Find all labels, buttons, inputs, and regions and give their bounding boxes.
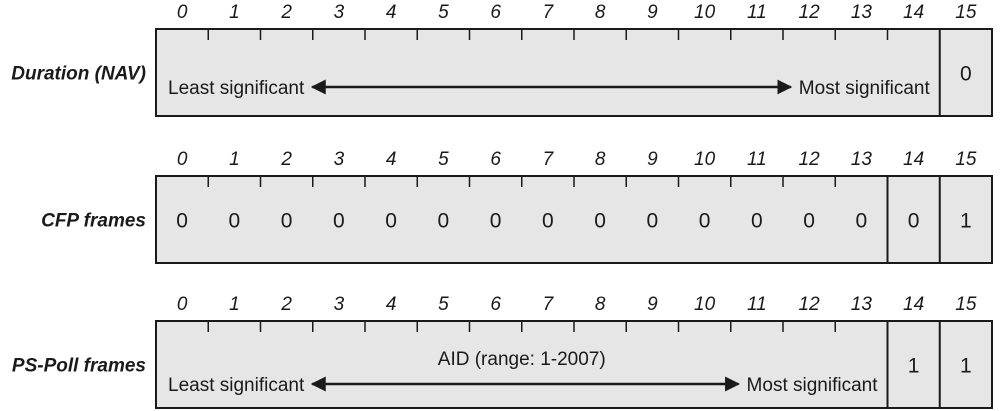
bit-position-label: 8: [595, 2, 606, 23]
bit-position-label: 6: [490, 149, 501, 170]
most-significant-label: Most significant: [747, 375, 879, 396]
bit-position-label: 12: [799, 294, 821, 315]
least-significant-label: Least significant: [168, 78, 305, 99]
bit-position-label: 7: [543, 294, 555, 315]
bit-position-label: 0: [177, 149, 188, 170]
least-significant-label: Least significant: [168, 375, 305, 396]
bit-position-label: 13: [851, 294, 873, 315]
bit-position-label: 13: [851, 2, 873, 23]
bit-position-label: 0: [177, 294, 188, 315]
bit-value: 0: [229, 210, 241, 233]
bit-position-label: 1: [229, 294, 240, 315]
bit-value: 1: [908, 355, 920, 378]
bit-value: 1: [960, 210, 972, 233]
bit-value: 0: [594, 210, 606, 233]
bit-position-label: 9: [647, 2, 658, 23]
bit-position-label: 10: [694, 2, 716, 23]
bit-value: 1: [960, 355, 972, 378]
bit-value: 0: [856, 210, 868, 233]
bit-position-label: 13: [851, 149, 873, 170]
bit-value: 0: [176, 210, 188, 233]
bit-value: 0: [385, 210, 397, 233]
bit-position-label: 14: [903, 149, 924, 170]
bit-position-label: 5: [438, 294, 449, 315]
most-significant-label: Most significant: [799, 78, 931, 99]
bit-position-label: 4: [386, 149, 397, 170]
bit-position-label: 9: [647, 294, 658, 315]
bit-position-label: 14: [903, 294, 924, 315]
bit-position-label: 3: [334, 294, 345, 315]
bit-position-label: 10: [694, 294, 716, 315]
bit-position-label: 9: [647, 149, 658, 170]
bit-value: 0: [281, 210, 293, 233]
bit-value: 0: [333, 210, 345, 233]
bit-position-label: 10: [694, 149, 716, 170]
row-label: PS-Poll frames: [12, 356, 146, 377]
bit-position-label: 1: [229, 2, 240, 23]
bit-position-label: 14: [903, 2, 924, 23]
bit-value: 0: [490, 210, 502, 233]
bit-position-label: 11: [747, 294, 767, 315]
bit-value: 0: [647, 210, 659, 233]
bit-value: 0: [908, 210, 920, 233]
bit-value: 0: [751, 210, 763, 233]
row-label: Duration (NAV): [11, 64, 146, 85]
bit-position-label: 8: [595, 149, 606, 170]
field-title: AID (range: 1-2007): [438, 349, 606, 370]
bit-value: 0: [542, 210, 554, 233]
field-box: [155, 28, 993, 117]
bit-position-label: 12: [799, 2, 821, 23]
bit-position-label: 7: [543, 2, 555, 23]
bit-value: 0: [960, 63, 972, 86]
bit-position-label: 15: [955, 149, 977, 170]
bit-position-label: 11: [747, 149, 767, 170]
bit-position-label: 3: [334, 149, 345, 170]
bit-position-label: 12: [799, 149, 821, 170]
row-label: CFP frames: [41, 211, 146, 232]
bit-position-label: 15: [955, 294, 977, 315]
bit-value: 0: [803, 210, 815, 233]
bit-position-label: 3: [334, 2, 345, 23]
bit-position-label: 6: [490, 294, 501, 315]
bit-position-label: 8: [595, 294, 606, 315]
bit-position-label: 2: [280, 149, 292, 170]
bit-position-label: 2: [280, 2, 292, 23]
bit-position-label: 11: [747, 2, 767, 23]
bit-value: 0: [438, 210, 450, 233]
field-box: [155, 320, 993, 409]
bit-position-label: 5: [438, 149, 449, 170]
bit-position-label: 4: [386, 294, 397, 315]
field-box: [155, 175, 993, 264]
bit-position-label: 1: [229, 149, 240, 170]
bit-value: 0: [699, 210, 711, 233]
bit-position-label: 7: [543, 149, 555, 170]
bit-position-label: 4: [386, 2, 397, 23]
bit-position-label: 0: [177, 2, 188, 23]
bit-position-label: 15: [955, 2, 977, 23]
bit-position-label: 5: [438, 2, 449, 23]
bit-position-label: 6: [490, 2, 501, 23]
bit-position-label: 2: [280, 294, 292, 315]
